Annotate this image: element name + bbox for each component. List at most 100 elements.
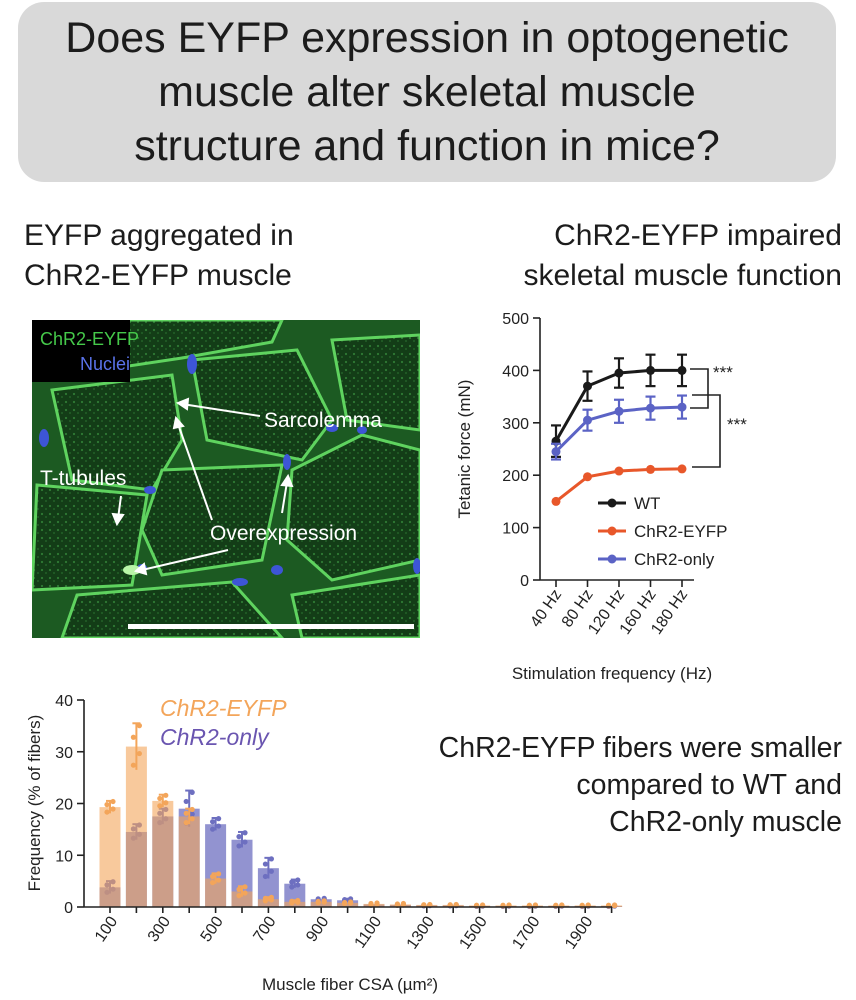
line-legend-marker — [607, 554, 617, 564]
histogram-data-point — [242, 884, 248, 890]
legend-chr2-eyfp: ChR2-EYFP — [40, 329, 139, 349]
histogram-data-point — [500, 903, 506, 909]
line-y-tick-label: 200 — [502, 468, 529, 485]
histogram-data-point — [500, 903, 506, 909]
histogram-data-point — [163, 800, 169, 806]
histogram-bar — [205, 824, 227, 907]
histogram-bar — [495, 905, 517, 907]
histogram-bar — [363, 904, 385, 907]
title-line-2: muscle alter skeletal muscle — [158, 68, 696, 116]
histogram-data-point — [157, 795, 163, 802]
histogram-y-ticks: 0 10 20 30 40 — [55, 693, 84, 917]
title-banner: Does EYFP expression in optogenetic musc… — [18, 2, 836, 182]
histogram-data-point — [394, 902, 400, 908]
histogram-data-point — [474, 903, 480, 909]
line-legend-marker — [607, 498, 617, 508]
line-y-tick-label: 300 — [502, 416, 529, 433]
histogram-bar — [125, 831, 147, 907]
line-x-tick-label: 180 Hz — [648, 587, 691, 638]
histogram-data-point — [136, 831, 142, 837]
histogram-data-point — [315, 897, 321, 903]
histogram-bar — [601, 905, 623, 907]
histogram-bar — [601, 905, 623, 907]
histogram-data-point — [368, 901, 374, 907]
histogram-data-point — [606, 903, 612, 909]
title-line-3: structure and function in mice? — [134, 122, 720, 170]
histogram-data-point — [559, 902, 565, 909]
histogram-data-point — [447, 902, 453, 908]
line-y-tick-label: 400 — [502, 363, 529, 380]
histogram-data-point — [394, 902, 400, 908]
histogram-data-point — [342, 899, 348, 906]
histogram-data-point — [104, 889, 110, 895]
histogram-data-point — [421, 902, 427, 908]
histogram-data-point — [163, 792, 169, 798]
histogram-data-point — [315, 896, 321, 902]
line-x-tick-label: 40 Hz — [527, 587, 565, 631]
histogram-data-point — [130, 835, 136, 841]
histogram-x-tick-label: 1100 — [352, 913, 386, 951]
histogram-x-tick-label: 1900 — [562, 913, 596, 952]
histogram-data-point — [447, 902, 453, 908]
histogram-data-point — [585, 902, 591, 908]
line-point — [614, 466, 624, 476]
histogram-data-point — [612, 903, 618, 909]
histogram-data-point — [268, 856, 274, 862]
line-point — [614, 406, 624, 416]
line-point — [614, 368, 624, 378]
histogram-data-point — [295, 882, 301, 888]
histogram-data-point — [606, 902, 612, 908]
histogram-data-point — [242, 839, 248, 845]
histogram-data-point — [136, 723, 142, 729]
line-point — [551, 436, 561, 446]
histogram-data-point — [268, 897, 274, 903]
nuclei-markers — [39, 354, 420, 586]
histogram-data-point — [480, 902, 486, 908]
histogram-data-point — [559, 903, 565, 909]
histogram-y-axis-label: Frequency (% of fibers) — [25, 715, 44, 892]
histogram-bar — [574, 905, 596, 907]
label-t-tubules: T-tubules — [40, 467, 126, 490]
histogram-bar — [416, 905, 438, 907]
histogram-data-point — [532, 903, 539, 909]
histogram-bar — [495, 905, 517, 907]
histogram-data-point — [321, 899, 327, 905]
histogram-data-point — [480, 902, 486, 909]
histogram-data-point — [183, 820, 189, 826]
histogram-data-point — [553, 903, 559, 909]
histogram-data-point — [342, 901, 348, 907]
histogram-data-point — [289, 900, 295, 906]
histogram-data-point — [368, 900, 374, 907]
histogram-y-tick-label: 20 — [55, 797, 73, 814]
histogram-data-point — [163, 806, 169, 813]
line-point — [551, 447, 561, 457]
histogram-bar — [284, 883, 306, 907]
histogram-data-point — [480, 903, 486, 909]
histogram-data-point — [130, 734, 136, 740]
histogram-data-point — [585, 903, 591, 909]
histogram-y-tick-label: 0 — [64, 900, 73, 917]
histogram-bar — [469, 905, 491, 907]
histogram-bar — [389, 904, 411, 907]
histogram-data-point — [579, 903, 585, 909]
histogram-data-point — [400, 902, 406, 908]
histogram-data-point — [526, 903, 533, 909]
sig-bracket-wt-chr2only — [690, 368, 709, 409]
histogram-data-point — [236, 893, 242, 899]
histogram-bar — [178, 816, 200, 907]
histogram-y-tick-label: 40 — [55, 693, 73, 710]
histogram-bar — [548, 905, 570, 907]
histogram-data-point — [506, 903, 512, 909]
line-y-tick-label: 500 — [502, 311, 529, 328]
line-series-group — [551, 353, 687, 506]
histogram-bar — [205, 878, 227, 907]
histogram-data-point — [526, 902, 533, 908]
line-point — [583, 415, 592, 425]
histogram-data-point — [421, 902, 427, 908]
histogram-data-point — [183, 810, 189, 816]
histogram-x-tick-label: 100 — [92, 913, 121, 945]
line-point — [646, 464, 655, 474]
histogram-data-point — [374, 901, 380, 907]
findings-line-3: ChR2-only muscle — [609, 806, 842, 838]
